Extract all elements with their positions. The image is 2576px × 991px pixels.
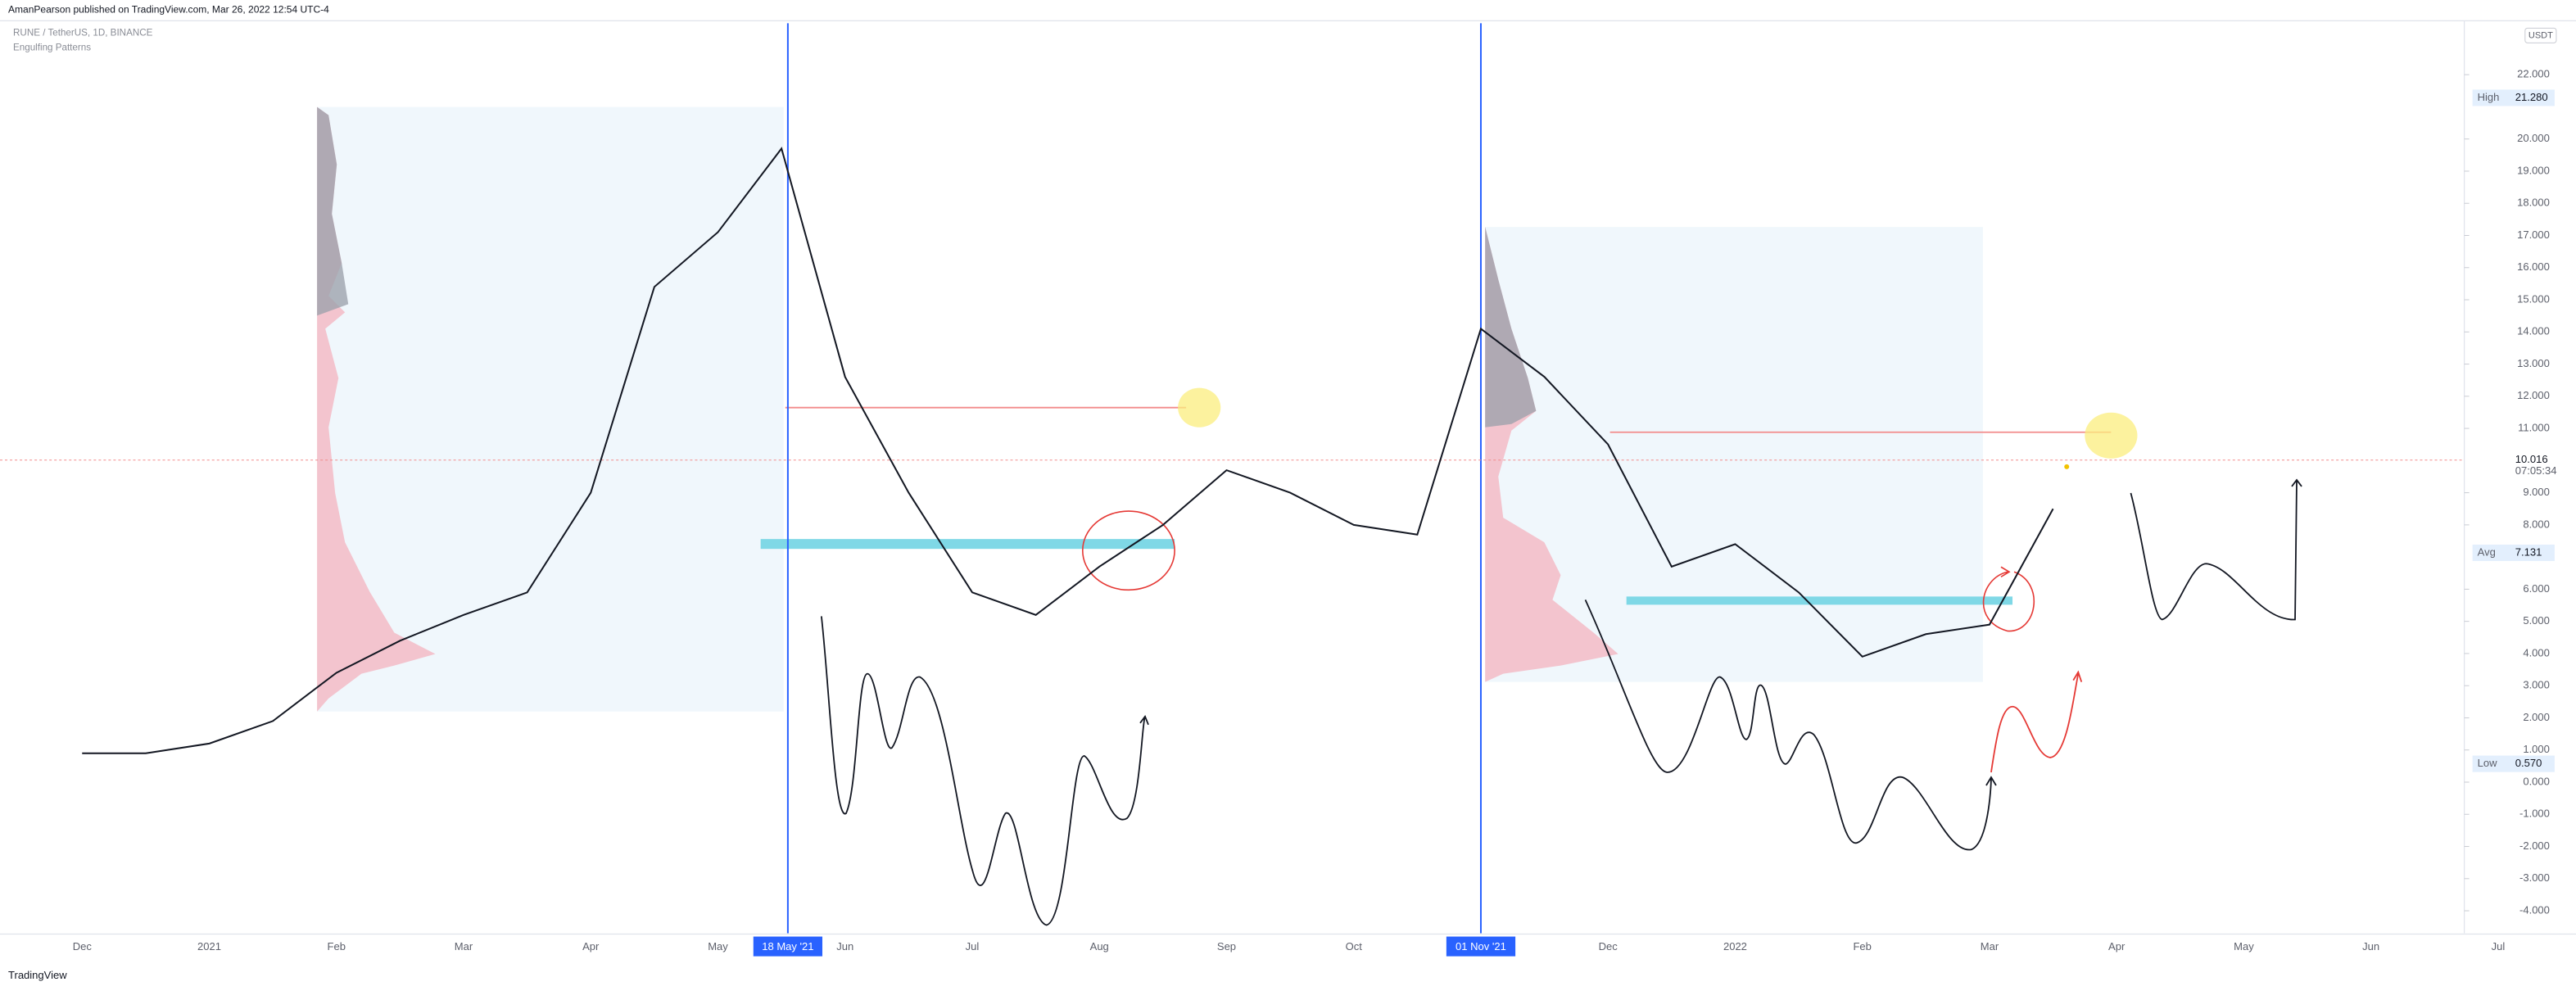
y-tick-label: 4.000	[2523, 646, 2550, 658]
x-tick-label: Jun	[836, 940, 853, 953]
price-label-box	[2472, 544, 2555, 562]
date-marker-label: 01 Nov '21	[1456, 940, 1506, 953]
support-zone[interactable]	[760, 539, 1175, 550]
price-label-box	[2472, 89, 2555, 106]
x-tick-label: Feb	[1853, 940, 1871, 953]
volume-profile	[1485, 227, 1537, 428]
currency: USDT	[2528, 31, 2553, 41]
chart-title: RUNE / TetherUS, 1D, BINANCE	[13, 27, 153, 38]
volume-profile	[1485, 227, 1618, 682]
y-tick-label: -3.000	[2519, 871, 2550, 884]
y-tick-label: 13.000	[2517, 357, 2550, 369]
x-tick-label: Dec	[73, 940, 93, 953]
x-tick-label: Jul	[2492, 940, 2506, 953]
countdown: 07:05:34	[2515, 464, 2557, 477]
y-tick-label: 3.000	[2523, 679, 2550, 691]
x-tick-label: Sep	[1217, 940, 1236, 953]
date-marker-label: 18 May '21	[762, 940, 813, 953]
y-tick-label: -1.000	[2519, 808, 2550, 820]
y-tick-label: 18.000	[2517, 197, 2550, 209]
volume-profile	[317, 106, 436, 712]
currency-box[interactable]	[2524, 27, 2557, 43]
y-tick-label: -2.000	[2519, 839, 2550, 852]
date-marker-box	[753, 936, 823, 957]
highlight[interactable]	[2085, 412, 2138, 459]
x-tick-label: Oct	[1346, 940, 1363, 953]
projection-sketch[interactable]	[1584, 599, 1997, 851]
volume-profile	[317, 106, 349, 316]
range-box	[1485, 227, 1983, 682]
circle-drawing[interactable]	[1982, 566, 2035, 632]
highlight[interactable]	[1178, 387, 1221, 428]
x-tick-label: Apr	[2108, 940, 2126, 953]
y-tick-label: 19.000	[2517, 164, 2550, 176]
indicator-name: Engulfing Patterns	[13, 43, 91, 53]
price-line	[82, 147, 2054, 754]
y-tick-label: 11.000	[2518, 422, 2550, 434]
price-label-value: 0.570	[2515, 757, 2542, 769]
y-tick-label: 2.000	[2523, 711, 2550, 723]
date-marker-box	[1446, 936, 1516, 957]
projection-sketch[interactable]	[2130, 478, 2302, 621]
price-label-value: 21.280	[2515, 91, 2548, 103]
price-label-name: High	[2478, 91, 2500, 103]
y-tick-label: 5.000	[2523, 614, 2550, 627]
x-tick-label: Jul	[966, 940, 980, 953]
publisher-line: AmanPearson published on TradingView.com…	[8, 3, 329, 15]
y-tick-label: 6.000	[2523, 582, 2550, 595]
x-tick-label: Apr	[582, 940, 600, 953]
x-tick-label: Dec	[1599, 940, 1618, 953]
x-tick-label: Feb	[328, 940, 346, 953]
x-tick-label: May	[2234, 940, 2254, 953]
support-zone[interactable]	[1626, 596, 2013, 605]
y-tick-label: 16.000	[2517, 260, 2550, 273]
x-tick-label: Aug	[1090, 940, 1109, 953]
x-tick-label: 2022	[1723, 940, 1747, 953]
range-box	[317, 106, 784, 712]
y-tick-label: 9.000	[2523, 486, 2550, 498]
y-tick-label: 12.000	[2517, 389, 2550, 401]
y-tick-label: 20.000	[2517, 132, 2550, 144]
y-tick-label: 0.000	[2523, 775, 2550, 787]
y-tick-label: 14.000	[2517, 325, 2550, 337]
footer-brand: TradingView	[8, 969, 67, 981]
circle-drawing[interactable]	[1081, 510, 1175, 591]
projection-sketch[interactable]	[1990, 670, 2083, 773]
projection-sketch[interactable]	[820, 616, 1149, 926]
x-tick-label: 2021	[197, 940, 221, 953]
last-price-label: 10.016	[2515, 453, 2548, 465]
x-tick-label: May	[708, 940, 728, 953]
y-tick-label: -4.000	[2519, 903, 2550, 916]
y-tick-label: 22.000	[2517, 68, 2550, 80]
x-tick-label: Mar	[1981, 940, 1999, 953]
dot	[2064, 464, 2070, 469]
price-label-name: Low	[2478, 757, 2497, 769]
price-label-value: 7.131	[2515, 545, 2542, 558]
y-tick-label: 8.000	[2523, 518, 2550, 530]
x-tick-label: Mar	[455, 940, 473, 953]
y-tick-label: 15.000	[2517, 292, 2550, 305]
price-label-box	[2472, 755, 2555, 772]
y-tick-label: 17.000	[2517, 229, 2550, 241]
x-tick-label: Jun	[2362, 940, 2379, 953]
y-tick-label: 1.000	[2523, 743, 2550, 755]
price-label-name: Avg	[2478, 545, 2496, 558]
